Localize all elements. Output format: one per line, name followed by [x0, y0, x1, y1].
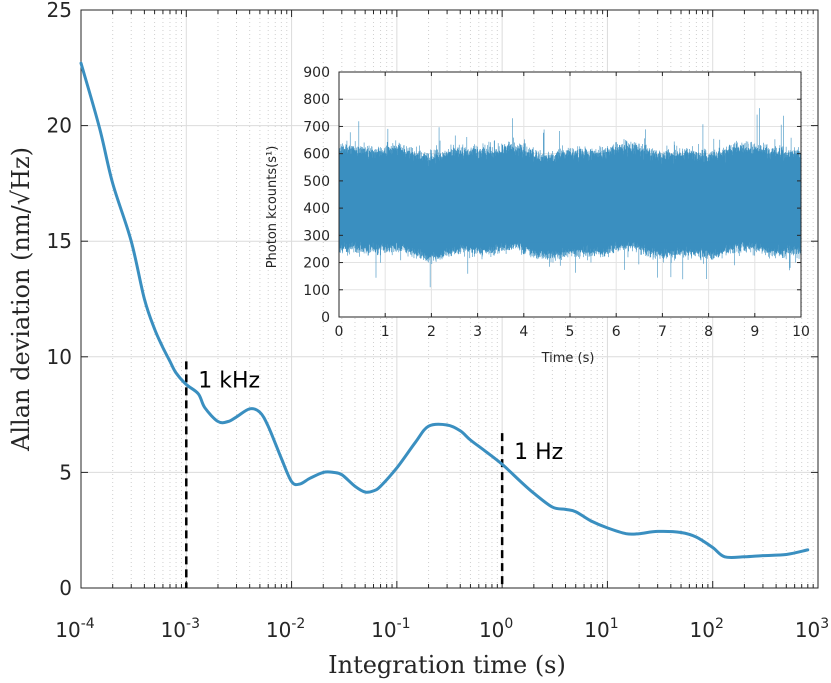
y-tick-label: 25 — [47, 0, 72, 22]
inset-x-tick-label: 6 — [612, 324, 621, 340]
x-tick-label: 102 — [690, 616, 724, 642]
x-tick-label: 101 — [584, 616, 618, 642]
inset-y-tick-label: 100 — [303, 283, 330, 299]
inset-x-tick-label: 2 — [427, 324, 436, 340]
x-tick-label: 100 — [479, 616, 513, 642]
main-y-axis-label: Allan deviation (nm/√Hz) — [7, 147, 35, 452]
inset-x-tick-label: 9 — [750, 324, 759, 340]
x-tick-label: 10-4 — [55, 616, 95, 642]
inset-x-tick-label: 0 — [335, 324, 344, 340]
frequency-marker-label: 1 Hz — [514, 440, 563, 465]
inset-x-tick-label: 7 — [658, 324, 667, 340]
frequency-marker-label: 1 kHz — [198, 368, 260, 393]
y-tick-label: 20 — [47, 114, 72, 138]
inset-y-tick-label: 900 — [303, 65, 330, 81]
inset-y-tick-label: 200 — [303, 256, 330, 272]
x-tick-label: 10-2 — [266, 616, 305, 642]
main-x-axis-label: Integration time (s) — [328, 651, 566, 679]
inset-y-tick-label: 0 — [321, 310, 330, 326]
main-ticks — [80, 9, 819, 589]
inset-chart: 0 100 200 300 400 500 600 700 800 900 0 1 2 3 4 5 6 7 8 9 1… — [265, 65, 810, 366]
inset-x-tick-label: 4 — [519, 324, 528, 340]
inset-x-tick-labels: 0 1 2 3 4 5 6 7 8 9 10 — [335, 324, 810, 340]
main-plot-frame — [80, 9, 819, 589]
inset-y-tick-label: 600 — [303, 147, 330, 163]
inset-x-axis-label: Time (s) — [541, 351, 595, 366]
main-x-tick-labels: 10-4 10-3 10-2 10-1 100 101 102 103 — [55, 616, 829, 642]
inset-y-tick-label: 800 — [303, 92, 330, 108]
inset-x-tick-label: 3 — [473, 324, 482, 340]
inset-x-tick-label: 1 — [381, 324, 390, 340]
x-tick-label: 10-3 — [161, 616, 200, 642]
allan-deviation-line — [79, 61, 810, 560]
inset-y-tick-label: 700 — [303, 119, 330, 135]
inset-x-tick-label: 8 — [704, 324, 713, 340]
y-tick-label: 5 — [59, 460, 72, 484]
y-tick-label: 10 — [47, 345, 72, 369]
x-tick-label: 10-1 — [371, 616, 410, 642]
inset-y-tick-label: 300 — [303, 228, 330, 244]
main-y-tick-labels: 0 5 10 15 20 25 — [47, 0, 72, 600]
photon-count-core — [339, 176, 801, 243]
inset-x-tick-label: 10 — [792, 324, 810, 340]
frequency-markers: 1 kHz 1 Hz — [185, 361, 563, 588]
y-tick-label: 0 — [59, 576, 72, 600]
inset-y-tick-label: 400 — [303, 201, 330, 217]
inset-ticks — [338, 71, 802, 318]
x-tick-label: 103 — [795, 616, 829, 642]
inset-y-axis-label: Photon kcounts(s¹) — [265, 146, 280, 269]
y-tick-label: 15 — [47, 229, 72, 253]
inset-y-tick-label: 500 — [303, 174, 330, 190]
inset-y-tick-labels: 0 100 200 300 400 500 600 700 800 900 — [303, 65, 330, 326]
inset-x-tick-label: 5 — [566, 324, 575, 340]
